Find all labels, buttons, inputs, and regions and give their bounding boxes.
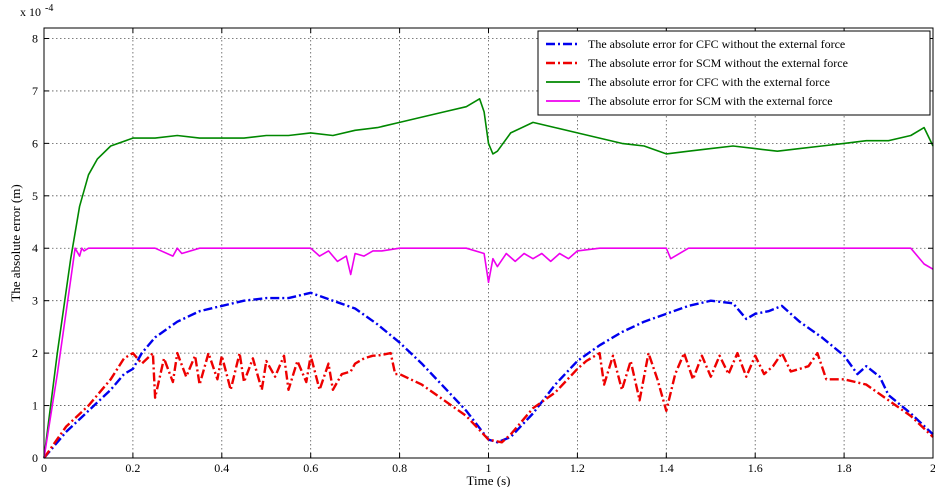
series-line-4 xyxy=(43,247,934,459)
legend-label: The absolute error for SCM without the e… xyxy=(588,56,848,70)
x-tick-label: 2 xyxy=(930,461,935,475)
y-tick-label: 3 xyxy=(32,294,38,308)
y-tick-label: 7 xyxy=(32,84,38,98)
ticks xyxy=(43,28,934,459)
x-tick-label: 0 xyxy=(41,461,47,475)
legend-label: The absolute error for CFC with the exte… xyxy=(588,75,830,89)
x-tick-label: 1.8 xyxy=(837,461,852,475)
y-multiplier-exponent: -4 xyxy=(45,3,53,14)
y-tick-label: 4 xyxy=(32,241,38,255)
y-tick-label: 5 xyxy=(32,189,38,203)
y-tick-label: 8 xyxy=(32,31,38,45)
x-tick-label: 0.8 xyxy=(392,461,407,475)
series-line-2 xyxy=(43,351,934,459)
legend: The absolute error for CFC without the e… xyxy=(537,30,931,116)
x-tick-label: 1.4 xyxy=(659,461,674,475)
y-tick-label: 0 xyxy=(32,451,38,465)
x-tick-label: 1 xyxy=(486,461,492,475)
legend-box xyxy=(537,30,931,116)
y-tick-label: 6 xyxy=(32,136,38,150)
y-multiplier-base: x 10 xyxy=(20,5,41,19)
x-tick-label: 0.2 xyxy=(125,461,140,475)
legend-label: The absolute error for CFC without the e… xyxy=(588,37,845,51)
y-tick-label: 1 xyxy=(32,399,38,413)
series-line-3 xyxy=(43,98,934,459)
y-tick-label: 2 xyxy=(32,346,38,360)
x-tick-label: 0.6 xyxy=(303,461,318,475)
x-tick-label: 1.2 xyxy=(570,461,585,475)
x-axis-label: Time (s) xyxy=(467,473,511,487)
series-layer xyxy=(43,98,934,459)
x-tick-label: 1.6 xyxy=(748,461,763,475)
y-multiplier: x 10 -4 xyxy=(20,3,53,19)
x-tick-label: 0.4 xyxy=(214,461,229,475)
legend-label: The absolute error for SCM with the exte… xyxy=(588,94,833,108)
tick-labels: 0 0.2 0.4 0.6 0.8 1 1.2 1.4 1.6 1.8 2 0 1 2 3 4 5 6 7 8 xyxy=(32,31,935,475)
y-axis-label: The absolute error (m) xyxy=(8,184,23,301)
